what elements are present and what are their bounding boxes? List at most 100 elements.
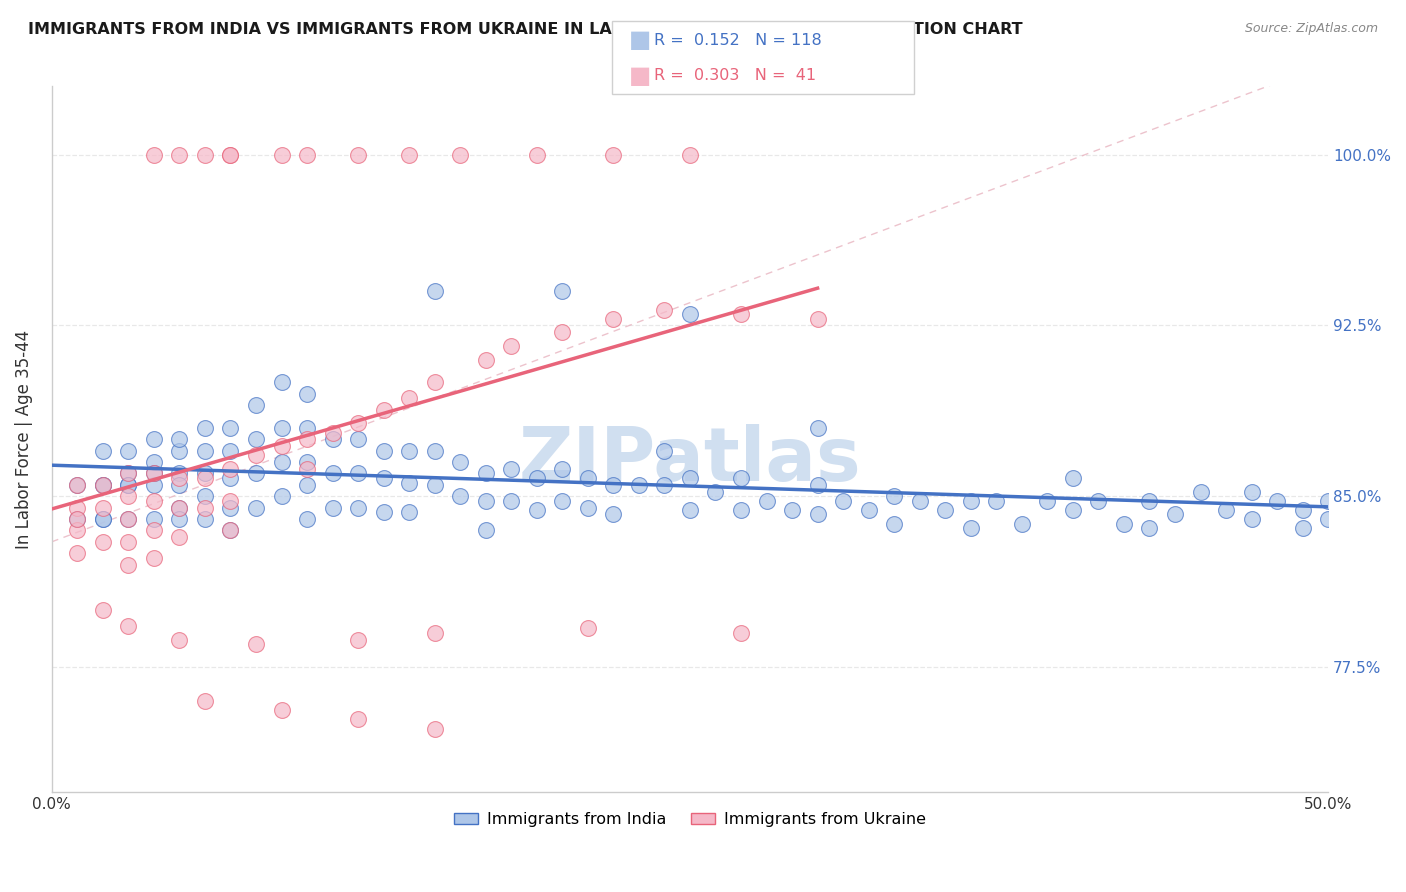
Point (654, 443, 676, 458)
Point (169, 471, 191, 485)
Point (295, 462, 318, 476)
Point (398, 392, 420, 406)
Point (730, 471, 752, 485)
Point (986, 493, 1008, 508)
Point (526, 471, 548, 485)
Point (194, 443, 217, 458)
Point (551, 285, 574, 299)
Point (91, 478, 114, 492)
Point (883, 489, 905, 503)
Point (347, 713, 370, 727)
Point (194, 421, 217, 435)
Point (91, 512, 114, 526)
Point (959, 493, 981, 508)
Point (169, 443, 191, 458)
Point (219, 524, 242, 538)
Point (245, 467, 267, 481)
Y-axis label: In Labor Force | Age 35-44: In Labor Force | Age 35-44 (15, 330, 32, 549)
Point (295, 147, 318, 161)
Point (1139, 521, 1161, 535)
Point (169, 632, 191, 647)
Point (347, 417, 370, 431)
Point (66, 500, 89, 515)
Point (1291, 521, 1313, 535)
Point (219, 524, 242, 538)
Point (91, 534, 114, 549)
Point (219, 443, 242, 458)
Point (679, 471, 702, 485)
Point (474, 493, 496, 508)
Point (194, 512, 217, 526)
Point (142, 512, 165, 526)
Point (219, 471, 242, 485)
Point (576, 471, 599, 485)
Point (270, 421, 292, 435)
Point (295, 455, 318, 469)
Point (627, 478, 650, 492)
Point (1112, 516, 1135, 531)
Point (245, 500, 267, 515)
Point (142, 550, 165, 565)
Point (602, 311, 624, 326)
Point (347, 500, 370, 515)
Point (1189, 484, 1212, 499)
Point (142, 467, 165, 481)
Point (373, 471, 395, 485)
Point (295, 433, 318, 447)
Point (169, 530, 191, 544)
Point (169, 512, 191, 526)
Point (1139, 493, 1161, 508)
Point (117, 534, 139, 549)
Point (117, 443, 139, 458)
Point (117, 512, 139, 526)
Text: ■: ■ (628, 64, 651, 87)
Point (347, 147, 370, 161)
Point (423, 443, 446, 458)
Point (219, 500, 242, 515)
Point (322, 500, 344, 515)
Point (1164, 508, 1187, 522)
Point (959, 521, 981, 535)
Point (806, 421, 828, 435)
Point (474, 352, 496, 367)
Point (270, 703, 292, 717)
Point (551, 493, 574, 508)
Point (474, 524, 496, 538)
Point (551, 326, 574, 340)
Point (322, 433, 344, 447)
Point (194, 147, 217, 161)
Point (449, 455, 471, 469)
Point (270, 455, 292, 469)
Point (1317, 512, 1340, 526)
Point (832, 493, 855, 508)
Text: ■: ■ (628, 29, 651, 52)
Point (347, 467, 370, 481)
Point (755, 493, 778, 508)
Point (373, 443, 395, 458)
Point (117, 512, 139, 526)
Point (169, 500, 191, 515)
Point (576, 500, 599, 515)
Point (679, 307, 702, 321)
Point (347, 433, 370, 447)
Point (398, 147, 420, 161)
Point (730, 626, 752, 640)
Point (194, 471, 217, 485)
Point (117, 619, 139, 633)
Point (66, 512, 89, 526)
Point (679, 503, 702, 517)
Point (602, 147, 624, 161)
Point (117, 478, 139, 492)
Point (245, 433, 267, 447)
Text: Source: ZipAtlas.com: Source: ZipAtlas.com (1244, 22, 1378, 36)
Point (1317, 493, 1340, 508)
Point (142, 478, 165, 492)
Point (1062, 471, 1084, 485)
Point (449, 147, 471, 161)
Point (295, 478, 318, 492)
Point (1011, 516, 1033, 531)
Point (169, 467, 191, 481)
Point (245, 398, 267, 412)
Point (117, 467, 139, 481)
Point (169, 433, 191, 447)
